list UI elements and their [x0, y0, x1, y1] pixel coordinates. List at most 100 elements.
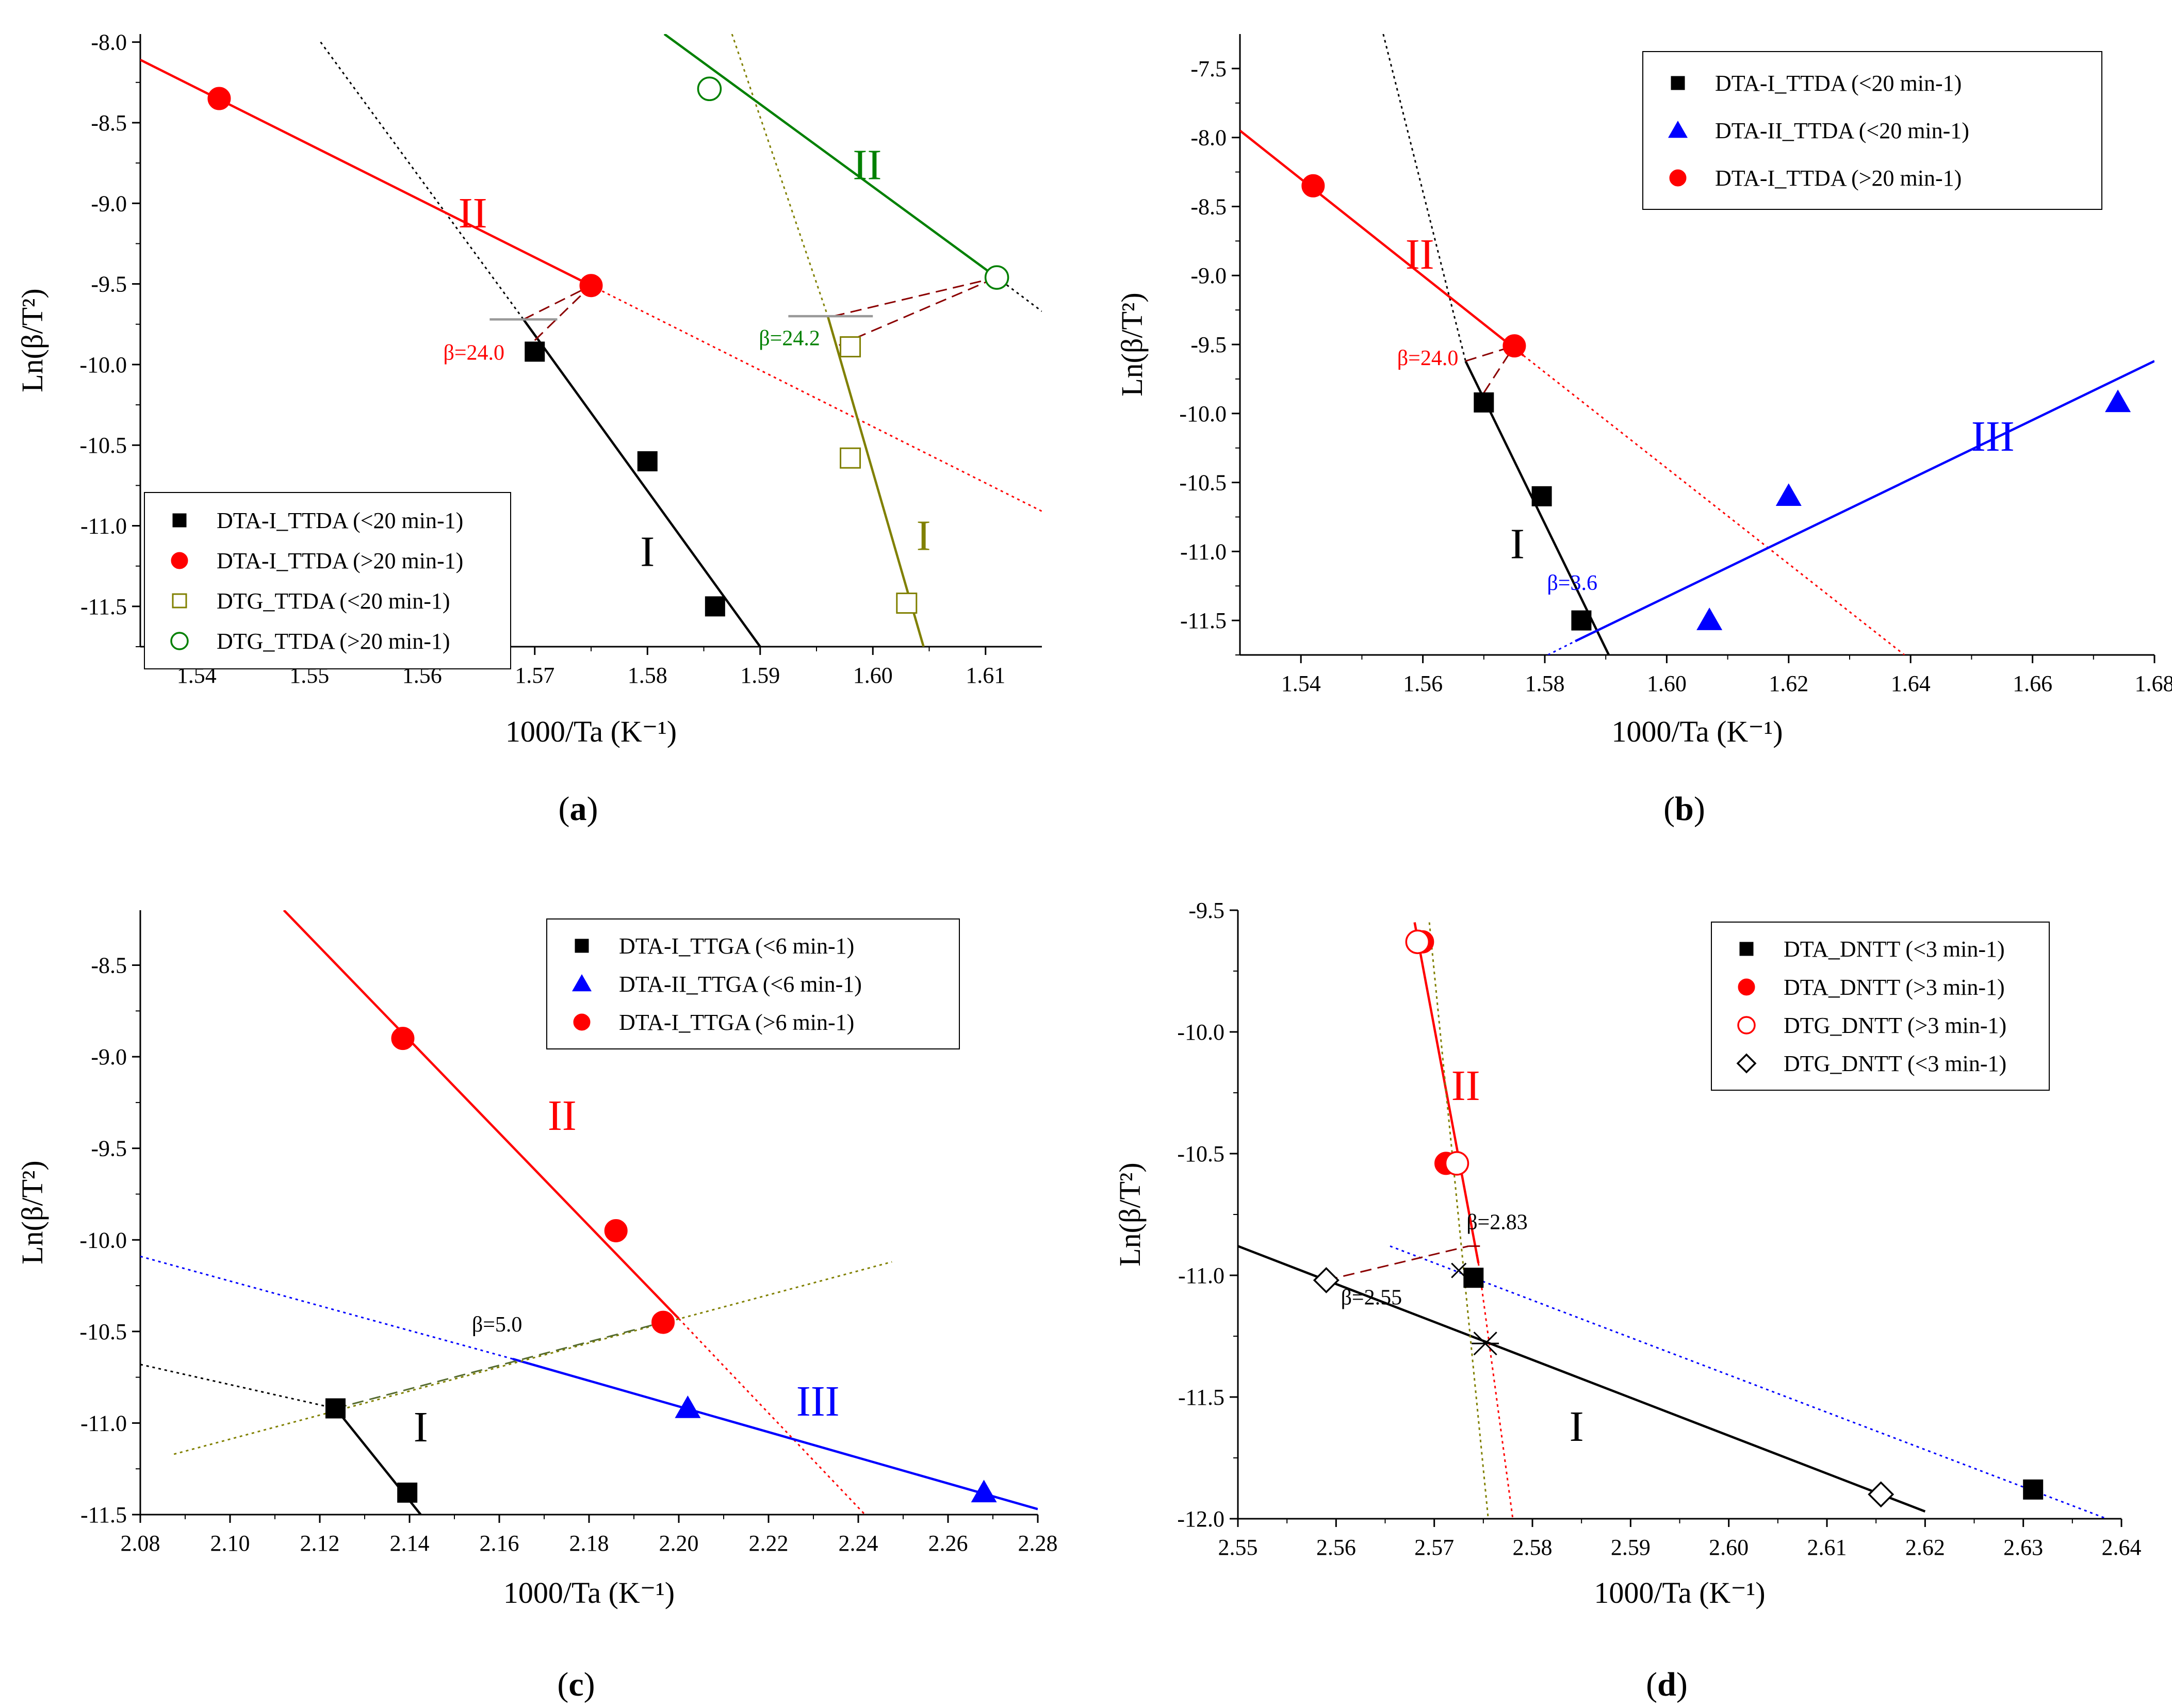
y-tick-label: -9.0: [91, 191, 127, 216]
x-tick-label: 2.61: [1807, 1535, 1847, 1560]
legend: DTA_DNTT (<3 min-1) DTA_DNTT (>3 min-1) DT…: [1711, 922, 2050, 1091]
region-label: I: [917, 512, 931, 560]
fit-line-dashed: [839, 276, 998, 346]
data-point: [896, 593, 918, 614]
fit-lines: [1238, 922, 2107, 1519]
y-tick-label: -11.5: [1178, 1385, 1224, 1410]
series-0: [525, 341, 725, 617]
region-label: I: [1510, 520, 1525, 568]
x-tick-label: 2.16: [480, 1531, 519, 1556]
y-tick-label: -9.5: [1190, 332, 1227, 357]
data-point: [1313, 1267, 1340, 1293]
data-point: [637, 451, 658, 471]
x-tick-label: 2.10: [210, 1531, 250, 1556]
x-tick-label: 2.24: [839, 1531, 878, 1556]
fit-line-solid: [1575, 360, 2154, 643]
x-tick-label: 1.60: [1647, 671, 1687, 696]
legend-marker: [172, 513, 187, 528]
x-tick-label: 2.63: [2003, 1535, 2043, 1560]
panel-label: (c): [557, 1666, 595, 1703]
y-tick-label: -9.5: [91, 1136, 127, 1161]
y-tick-label: -11.0: [1178, 1263, 1224, 1288]
x-tick-label: 2.14: [390, 1531, 430, 1556]
series-0: [1463, 1268, 2044, 1500]
series-2: [391, 1027, 675, 1334]
series-2: [840, 336, 918, 614]
y-tick-label: -10.5: [79, 433, 127, 458]
legend-entry: DTA_DNTT (<3 min-1): [1784, 937, 2005, 962]
fit-line-dotted: [140, 1255, 513, 1360]
y-tick-label: -10.5: [79, 1319, 127, 1344]
fit-line-dotted: [1382, 34, 1466, 362]
data-point: [1405, 929, 1430, 955]
data-point: [1571, 610, 1592, 631]
data-point: [1775, 483, 1802, 506]
y-axis-label: Ln(β/T²): [1115, 292, 1149, 397]
legend-entry: DTG_DNTT (<3 min-1): [1784, 1051, 2006, 1076]
y-tick-label: -10.5: [1177, 1141, 1224, 1167]
y-tick-label: -11.5: [80, 1502, 127, 1528]
y-tick-label: -11.5: [80, 594, 127, 619]
x-tick-label: 1.54: [1281, 671, 1321, 696]
region-label: II: [459, 189, 487, 237]
fit-line-dotted: [173, 1261, 892, 1455]
x-tick-label: 2.26: [928, 1531, 968, 1556]
legend-entry: DTG_TTDA (<20 min-1): [217, 588, 450, 614]
region-label: I: [1570, 1403, 1584, 1451]
series-1: [675, 1395, 997, 1503]
y-tick-label: -9.0: [1190, 263, 1227, 288]
x-tick-label: 2.18: [569, 1531, 609, 1556]
y-tick-label: -11.0: [80, 514, 127, 539]
fit-line-dotted: [1428, 922, 1489, 1519]
series-0: [325, 1398, 418, 1503]
chart-panel-c: 2.08 2.10 2.12 2.14 2.16 2.18 2.20 2.22 2.24 2.26…: [15, 910, 1058, 1703]
data-point: [391, 1027, 415, 1050]
panel-label: (b): [1663, 790, 1705, 828]
fit-line-solid: [283, 910, 680, 1320]
chart-panel-b: 1.54 1.56 1.58 1.60 1.62 1.64 1.66 1.68 -7.5 -8.0…: [1115, 34, 2172, 828]
x-tick-label: 2.56: [1316, 1535, 1356, 1560]
x-tick-label: 1.59: [740, 663, 780, 688]
x-tick-label: 1.64: [1891, 671, 1931, 696]
data-point: [207, 87, 231, 110]
beta-annotation: β=24.0: [1397, 347, 1459, 370]
y-tick-label: -9.5: [1188, 898, 1224, 923]
y-axis-label: Ln(β/T²): [15, 288, 49, 392]
x-tick-label: 1.58: [1525, 671, 1565, 696]
legend-entry: DTG_DNTT (>3 min-1): [1784, 1013, 2006, 1038]
x-tick-label: 1.62: [1769, 671, 1808, 696]
legend-entry: DTA-I_TTGA (>6 min-1): [619, 1010, 854, 1035]
data-point: [1474, 392, 1494, 413]
legend-marker: [1668, 121, 1688, 138]
legend-entry: DTA-I_TTDA (<20 min-1): [1715, 71, 1962, 96]
y-tick-label: -8.5: [91, 953, 127, 978]
fit-lines: [140, 910, 1038, 1515]
legend-marker: [1737, 1016, 1756, 1034]
data-point: [2023, 1479, 2044, 1500]
x-tick-label: 2.60: [1709, 1535, 1749, 1560]
x-tick-label: 1.66: [2013, 671, 2052, 696]
legend: DTA-I_TTDA (<20 min-1) DTA-I_TTDA (>20 mi…: [144, 492, 511, 669]
fit-line-dashed: [534, 285, 592, 341]
x-tick-label: 2.12: [300, 1531, 340, 1556]
beta-annotation: β=2.55: [1341, 1286, 1402, 1310]
y-tick-label: -8.0: [1190, 125, 1227, 151]
legend-entry: DTA_DNTT (>3 min-1): [1784, 975, 2005, 1000]
data-point: [1301, 174, 1325, 198]
legend-entry: DTA-I_TTDA (<20 min-1): [217, 508, 463, 533]
series-1: [1696, 389, 2131, 630]
fit-line-dotted: [731, 34, 829, 317]
legend-entry: DTA-II_TTDA (<20 min-1): [1715, 118, 1969, 143]
fit-line-solid: [826, 316, 925, 647]
region-label: II: [1406, 231, 1434, 278]
y-tick-label: -9.5: [91, 272, 127, 297]
fit-lines: [140, 34, 1042, 647]
data-point: [1868, 1481, 1895, 1508]
x-tick-label: 2.57: [1414, 1535, 1454, 1560]
x-tick-label: 2.58: [1513, 1535, 1553, 1560]
fit-line-dotted: [1523, 355, 1905, 655]
beta-annotation: β=24.2: [759, 326, 820, 350]
x-tick-label: 2.08: [121, 1531, 160, 1556]
legend-marker: [573, 1013, 591, 1031]
data-point: [675, 1395, 701, 1418]
